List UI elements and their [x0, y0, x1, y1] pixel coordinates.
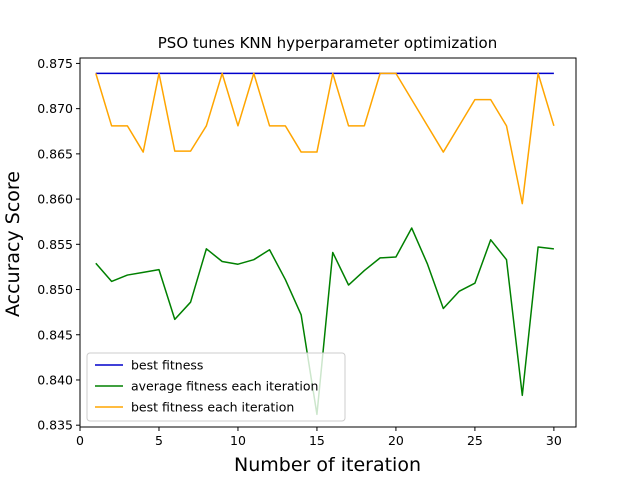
- legend: best fitness average fitness each iterati…: [86, 352, 346, 422]
- x-tick-label: 5: [155, 433, 163, 448]
- x-tick-label: 0: [76, 433, 84, 448]
- x-tick-label: 10: [230, 433, 246, 448]
- chart-title: PSO tunes KNN hyperparameter optimizatio…: [158, 34, 497, 52]
- x-axis-label: Number of iteration: [234, 454, 421, 476]
- legend-label-1: average fitness each iteration: [131, 379, 318, 394]
- y-tick-label: 0.845: [37, 327, 73, 342]
- x-tick-label: 25: [467, 433, 483, 448]
- y-axis-label: Accuracy Score: [2, 171, 24, 317]
- y-tick-label: 0.835: [37, 418, 73, 433]
- y-tick-label: 0.865: [37, 146, 73, 161]
- y-tick-label: 0.860: [37, 192, 73, 207]
- y-tick-label: 0.870: [37, 101, 73, 116]
- x-tick-label: 15: [309, 433, 325, 448]
- y-tick-label: 0.875: [37, 56, 73, 71]
- series-line-1: [95, 227, 554, 416]
- legend-label-0: best fitness: [131, 358, 203, 373]
- y-tick-label: 0.855: [37, 237, 73, 252]
- series-line-2: [95, 72, 555, 205]
- plot-area: [95, 72, 555, 416]
- axes: 0 5 10 15 20 25 30 0.835 0.840 0.845 0.850 0.855 0.8…: [37, 56, 577, 448]
- x-tick-label: 30: [546, 433, 562, 448]
- y-tick-label: 0.850: [37, 282, 73, 297]
- legend-label-2: best fitness each iteration: [131, 400, 294, 415]
- legend-box: [86, 352, 346, 422]
- x-tick-label: 20: [388, 433, 404, 448]
- axes-frame: [79, 57, 577, 428]
- y-tick-label: 0.840: [37, 372, 73, 387]
